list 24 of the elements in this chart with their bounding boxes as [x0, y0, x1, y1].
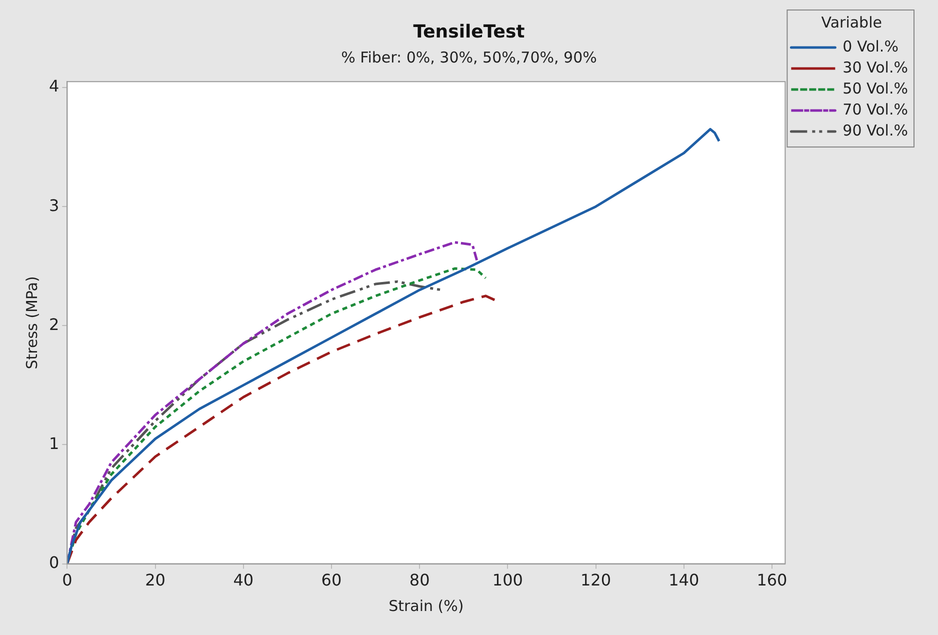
- legend-label: 90 Vol.%: [842, 121, 908, 140]
- y-axis-title: Stress (MPa): [22, 276, 41, 370]
- x-tick-label: 160: [756, 570, 788, 590]
- chart-title: TensileTest: [413, 21, 526, 42]
- y-tick-label: 3: [48, 196, 60, 215]
- legend-label: 30 Vol.%: [842, 58, 908, 76]
- x-tick-label: 60: [321, 570, 342, 590]
- x-tick-label: 120: [580, 570, 612, 590]
- x-tick-label: 80: [409, 570, 430, 590]
- y-tick-label: 2: [48, 314, 60, 334]
- legend-label: 50 Vol.%: [842, 79, 908, 98]
- x-axis-title: Strain (%): [388, 596, 464, 615]
- x-tick-label: 100: [492, 570, 523, 590]
- legend-label: 0 Vol.%: [842, 37, 898, 56]
- y-tick-label: 4: [48, 76, 60, 96]
- chart-subtitle: % Fiber: 0%, 30%, 50%,70%, 90%: [341, 48, 597, 66]
- legend-label: 70 Vol.%: [842, 100, 908, 118]
- x-tick-label: 0: [62, 570, 72, 590]
- x-tick-label: 20: [145, 570, 166, 590]
- x-tick-label: 140: [668, 570, 700, 590]
- y-tick-label: 1: [48, 434, 60, 453]
- legend-title: Variable: [821, 13, 882, 32]
- x-tick-label: 40: [233, 570, 254, 590]
- y-tick-label: 0: [48, 552, 60, 572]
